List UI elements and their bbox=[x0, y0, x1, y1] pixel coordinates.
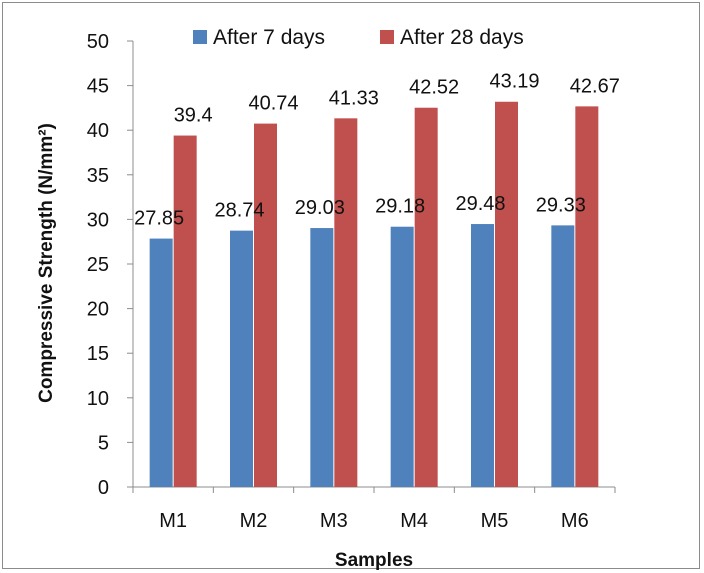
y-tick-label: 30 bbox=[87, 209, 109, 231]
x-axis: M1 M2 M3 M4 M5 M6 bbox=[132, 487, 616, 532]
data-label-after-28-days: 42.52 bbox=[409, 77, 459, 99]
bars bbox=[149, 101, 599, 488]
x-tick-label: M3 bbox=[320, 510, 348, 532]
legend-label-after-28-days: After 28 days bbox=[400, 26, 524, 49]
bar-after-7-days bbox=[551, 225, 575, 487]
data-label-after-28-days: 39.4 bbox=[174, 105, 213, 127]
legend-label-after-7-days: After 7 days bbox=[213, 26, 325, 49]
data-label-after-7-days: 29.33 bbox=[536, 194, 586, 216]
y-tick-label: 50 bbox=[87, 31, 109, 53]
x-tick-label: M4 bbox=[400, 510, 428, 532]
x-tick-label: M1 bbox=[159, 510, 187, 532]
y-axis: 0 5 10 15 20 25 30 35 40 45 50 bbox=[87, 31, 133, 499]
y-tick-label: 5 bbox=[98, 432, 109, 454]
bar-after-7-days bbox=[149, 238, 173, 487]
y-tick-label: 40 bbox=[87, 120, 109, 142]
x-tick-label: M5 bbox=[481, 510, 509, 532]
bar-after-28-days bbox=[575, 106, 599, 487]
data-label-after-7-days: 27.85 bbox=[134, 208, 184, 230]
y-tick-label: 45 bbox=[87, 76, 109, 98]
bar-after-7-days bbox=[230, 230, 253, 487]
data-label-after-28-days: 43.19 bbox=[489, 71, 539, 93]
bar-after-28-days bbox=[414, 107, 438, 487]
bar-after-7-days bbox=[390, 226, 414, 487]
bar-after-28-days bbox=[254, 123, 277, 488]
bar-after-7-days bbox=[310, 228, 334, 487]
y-tick-label: 10 bbox=[87, 388, 109, 410]
x-axis-title: Samples bbox=[335, 550, 413, 571]
y-tick-label: 0 bbox=[98, 477, 109, 499]
x-tick-label: M2 bbox=[240, 510, 268, 532]
y-axis-title: Compressive Strength (N/mm²) bbox=[36, 123, 57, 403]
bar-after-28-days bbox=[173, 135, 197, 487]
data-label-after-7-days: 29.18 bbox=[375, 196, 425, 218]
data-label-after-7-days: 29.03 bbox=[295, 197, 345, 219]
legend-swatch-after-7-days bbox=[193, 30, 207, 44]
data-label-after-28-days: 40.74 bbox=[248, 93, 298, 115]
legend-swatch-after-28-days bbox=[380, 30, 394, 44]
data-label-after-7-days: 28.74 bbox=[214, 200, 264, 222]
y-tick-label: 15 bbox=[87, 343, 109, 365]
legend: After 7 days After 28 days bbox=[193, 26, 524, 49]
bar-after-7-days bbox=[471, 224, 494, 488]
data-label-after-28-days: 41.33 bbox=[329, 87, 379, 109]
y-tick-label: 25 bbox=[87, 254, 109, 276]
x-tick-label: M6 bbox=[561, 510, 589, 532]
data-label-after-7-days: 29.48 bbox=[455, 193, 505, 215]
y-tick-label: 35 bbox=[87, 165, 109, 187]
data-labels: 27.85 28.74 29.03 29.18 29.48 29.33 39.4 40.74 4… bbox=[134, 71, 620, 230]
y-tick-label: 20 bbox=[87, 299, 109, 321]
bar-after-28-days bbox=[495, 101, 518, 487]
bar-after-28-days bbox=[334, 118, 358, 488]
data-label-after-28-days: 42.67 bbox=[570, 75, 620, 97]
